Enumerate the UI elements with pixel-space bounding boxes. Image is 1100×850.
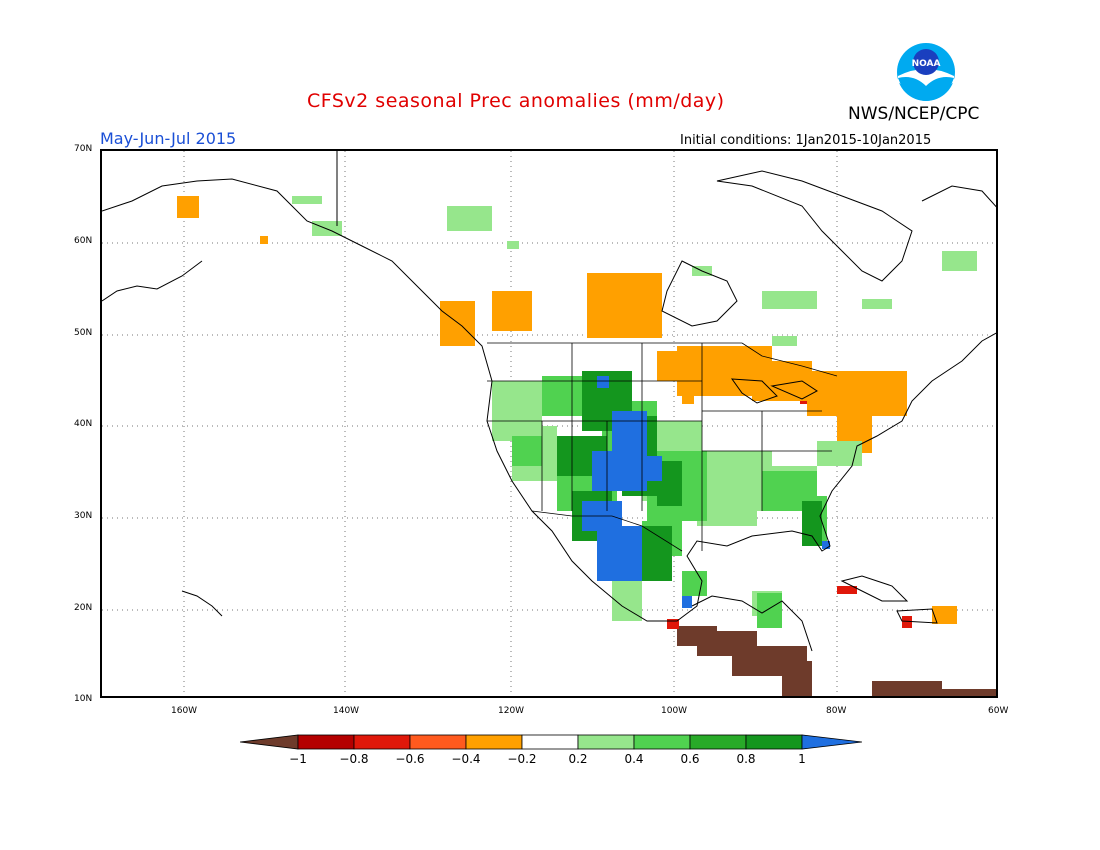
colorbar-segment-9 xyxy=(745,734,803,750)
agency-label: NWS/NCEP/CPC xyxy=(848,104,980,124)
colorbar-tick-label: −0.6 xyxy=(395,752,425,766)
colorbar-tick-label: −1 xyxy=(289,752,307,766)
colorbar-segment-5 xyxy=(521,734,579,750)
anomaly-dry-light xyxy=(177,196,957,624)
colorbar-segment-1 xyxy=(297,734,355,750)
colorbar-tick-label: −0.4 xyxy=(451,752,481,766)
colorbar-tick-label: 0.8 xyxy=(736,752,756,766)
colorbar-segment-6 xyxy=(577,734,635,750)
lon-label-160w: 160W xyxy=(171,706,198,716)
noaa-logo-text: NOAA xyxy=(912,59,941,69)
lat-label-70: 70N xyxy=(74,144,93,154)
colorbar-tick-label: 0.4 xyxy=(624,752,644,766)
coastlines xyxy=(102,151,996,652)
anomaly-dry-strong xyxy=(677,626,996,696)
political-borders xyxy=(487,342,838,552)
lon-label-60w: 60W xyxy=(988,706,1009,716)
lon-label-120w: 120W xyxy=(498,706,525,716)
anomaly-fields xyxy=(177,196,996,696)
map-panel xyxy=(100,149,998,698)
period-label: May-Jun-Jul 2015 xyxy=(100,129,237,148)
noaa-logo: NOAA xyxy=(897,43,955,101)
precip-map xyxy=(102,151,996,696)
colorbar-tick-label: 1 xyxy=(798,752,806,766)
lat-label-60: 60N xyxy=(74,236,93,246)
anomaly-wet-extreme xyxy=(582,376,830,608)
colorbar-segment-10 xyxy=(801,734,862,750)
colorbar-tick-label: 0.2 xyxy=(568,752,588,766)
colorbar-segment-4 xyxy=(465,734,523,750)
lon-label-100w: 100W xyxy=(661,706,688,716)
lat-label-30: 30N xyxy=(74,511,93,521)
colorbar xyxy=(240,734,862,750)
colorbar-tick-label: 0.6 xyxy=(680,752,700,766)
colorbar-tick-label: −0.8 xyxy=(339,752,369,766)
colorbar-segment-8 xyxy=(689,734,747,750)
lon-label-80w: 80W xyxy=(826,706,847,716)
lon-label-140w: 140W xyxy=(333,706,360,716)
colorbar-tick-label: −0.2 xyxy=(507,752,537,766)
colorbar-segment-3 xyxy=(409,734,467,750)
colorbar-segment-2 xyxy=(353,734,411,750)
initial-conditions-label: Initial conditions: 1Jan2015-10Jan2015 xyxy=(680,133,932,148)
lat-label-50: 50N xyxy=(74,328,93,338)
lat-label-20: 20N xyxy=(74,603,93,613)
map-title: CFSv2 seasonal Prec anomalies (mm/day) xyxy=(307,90,725,112)
lat-label-10: 10N xyxy=(74,694,93,704)
lat-label-40: 40N xyxy=(74,419,93,429)
colorbar-segment-7 xyxy=(633,734,691,750)
colorbar-segment-0 xyxy=(240,734,299,750)
